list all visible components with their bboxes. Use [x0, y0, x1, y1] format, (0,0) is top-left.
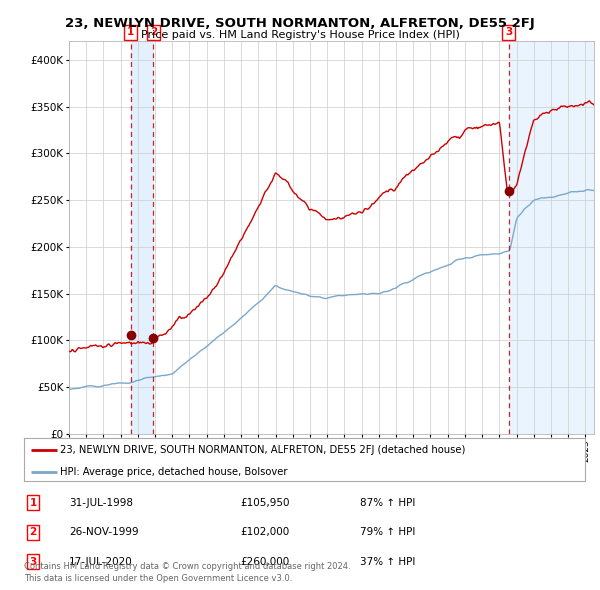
Text: 1: 1: [127, 27, 134, 37]
Text: 3: 3: [505, 27, 512, 37]
Bar: [509, 41, 594, 434]
Text: £105,950: £105,950: [240, 498, 290, 507]
Text: £102,000: £102,000: [240, 527, 289, 537]
Text: 87% ↑ HPI: 87% ↑ HPI: [360, 498, 415, 507]
Text: 17-JUL-2020: 17-JUL-2020: [69, 557, 133, 566]
Text: HPI: Average price, detached house, Bolsover: HPI: Average price, detached house, Bols…: [61, 467, 288, 477]
Text: 79% ↑ HPI: 79% ↑ HPI: [360, 527, 415, 537]
Text: Contains HM Land Registry data © Crown copyright and database right 2024.
This d: Contains HM Land Registry data © Crown c…: [24, 562, 350, 583]
Text: 26-NOV-1999: 26-NOV-1999: [69, 527, 139, 537]
Bar: [131, 41, 154, 434]
Text: 31-JUL-1998: 31-JUL-1998: [69, 498, 133, 507]
Text: Price paid vs. HM Land Registry's House Price Index (HPI): Price paid vs. HM Land Registry's House …: [140, 30, 460, 40]
Text: 2: 2: [29, 527, 37, 537]
Text: 37% ↑ HPI: 37% ↑ HPI: [360, 557, 415, 566]
Text: 1: 1: [29, 498, 37, 507]
Text: 23, NEWLYN DRIVE, SOUTH NORMANTON, ALFRETON, DE55 2FJ (detached house): 23, NEWLYN DRIVE, SOUTH NORMANTON, ALFRE…: [61, 445, 466, 455]
Text: 3: 3: [29, 557, 37, 566]
Text: £260,000: £260,000: [240, 557, 289, 566]
Text: 23, NEWLYN DRIVE, SOUTH NORMANTON, ALFRETON, DE55 2FJ: 23, NEWLYN DRIVE, SOUTH NORMANTON, ALFRE…: [65, 17, 535, 30]
Text: 2: 2: [150, 27, 157, 37]
